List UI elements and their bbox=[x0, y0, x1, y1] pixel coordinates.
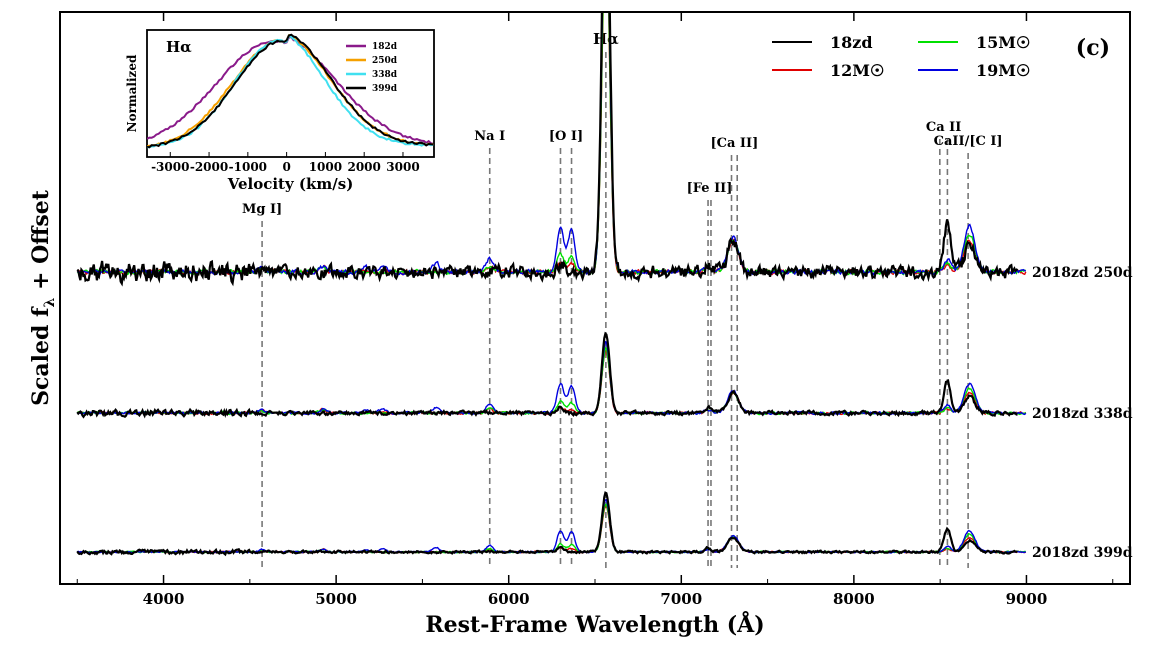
line-identifications: Mg I] Na I [O I] Hα [Fe II] [Ca II] Ca IICaII/… bbox=[242, 30, 1003, 568]
spectra bbox=[76, 12, 1027, 557]
inset-legend-entry: 250d bbox=[372, 56, 398, 66]
x-axis-title: Rest-Frame Wavelength (Å) bbox=[425, 611, 764, 638]
spectrum-observed-338d bbox=[76, 331, 1018, 419]
legend-entry: 12M☉ bbox=[830, 61, 884, 80]
line-id-label: [Ca II] bbox=[710, 136, 758, 151]
inset-x-tick-label: -2000 bbox=[190, 160, 228, 174]
inset-x-label: Velocity (km/s) bbox=[227, 175, 354, 193]
x-tick-label: 4000 bbox=[143, 590, 185, 608]
legend-entry: 18zd bbox=[830, 33, 873, 52]
line-id-label: Ca II bbox=[926, 120, 961, 135]
x-axis: 4000 5000 6000 7000 8000 9000 bbox=[76, 12, 1114, 608]
epoch-labels: 2018zd 250d 2018zd 338d 2018zd 399d bbox=[1032, 265, 1133, 561]
inset-profile-399d bbox=[147, 33, 434, 149]
line-id-label: [Fe II] bbox=[687, 181, 733, 196]
inset-x-tick-label: 0 bbox=[282, 160, 290, 174]
line-id-label: [O I] bbox=[549, 129, 583, 144]
inset-y-label: Normalized bbox=[125, 54, 139, 132]
y-axis-title: Scaled fλ + Offset bbox=[28, 189, 58, 406]
inset-legend-entry: 182d bbox=[372, 42, 398, 52]
inset-title: Hα bbox=[166, 38, 192, 56]
inset-legend-entry: 338d bbox=[372, 70, 398, 80]
spectrum-observed-399d bbox=[76, 491, 1018, 557]
x-tick-label: 7000 bbox=[660, 590, 702, 608]
inset-x-tick-label: -3000 bbox=[151, 160, 189, 174]
spectrum-observed-250d bbox=[76, 12, 1019, 287]
x-tick-label: 9000 bbox=[1006, 590, 1048, 608]
inset-halpha-profile: -3000 -2000 -1000 0 1000 2000 3000 Velocity (km… bbox=[125, 29, 435, 193]
line-id-label: Hα bbox=[593, 30, 619, 48]
legend-entry: 19M☉ bbox=[976, 61, 1030, 80]
inset-x-tick-label: 1000 bbox=[309, 160, 342, 174]
epoch-label: 2018zd 338d bbox=[1032, 406, 1133, 422]
legend: 18zd 15M☉ 12M☉ 19M☉ bbox=[772, 33, 1030, 80]
inset-x-tick-label: 2000 bbox=[347, 160, 380, 174]
x-tick-label: 8000 bbox=[833, 590, 875, 608]
legend-entry: 15M☉ bbox=[976, 33, 1030, 52]
epoch-label: 2018zd 399d bbox=[1032, 545, 1133, 561]
inset-x-tick-label: -1000 bbox=[229, 160, 267, 174]
x-tick-label: 6000 bbox=[488, 590, 530, 608]
line-id-label: Na I bbox=[474, 129, 505, 144]
line-id-label: CaII/[C I] bbox=[934, 134, 1003, 149]
panel-label: (c) bbox=[1076, 35, 1110, 61]
line-id-label: Mg I] bbox=[242, 202, 282, 217]
epoch-label: 2018zd 250d bbox=[1032, 265, 1133, 281]
inset-legend-entry: 399d bbox=[372, 84, 398, 94]
inset-x-tick-label: 3000 bbox=[386, 160, 419, 174]
x-tick-label: 5000 bbox=[315, 590, 357, 608]
